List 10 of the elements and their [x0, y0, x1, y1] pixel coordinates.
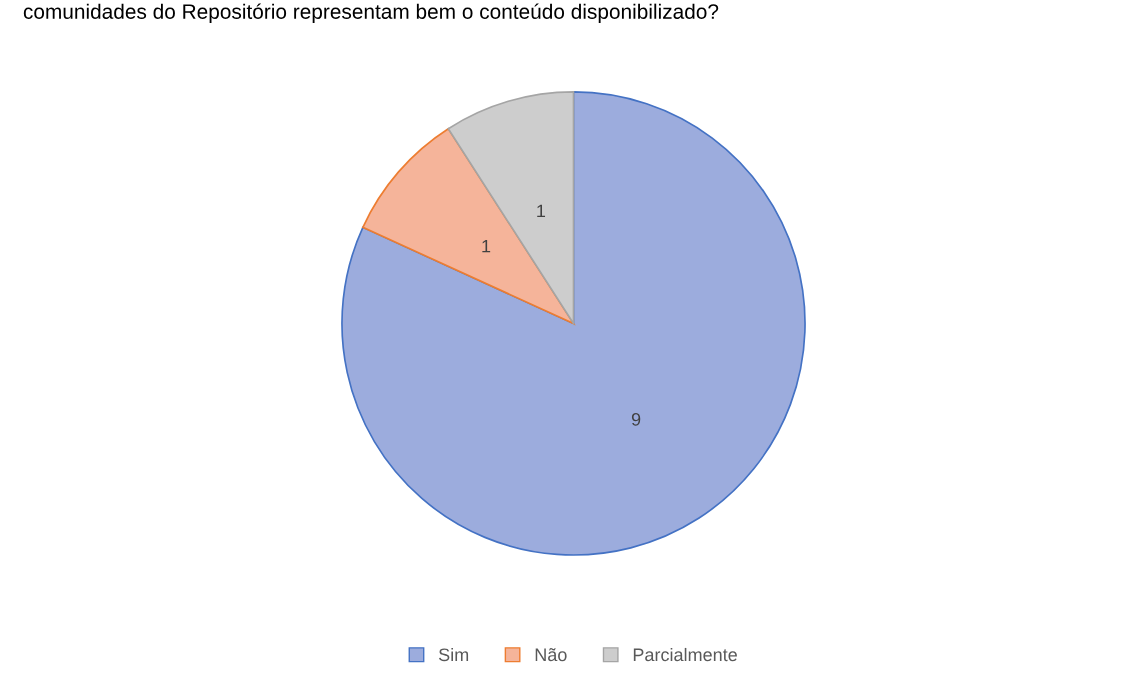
pie-slice — [447, 91, 575, 325]
data-label: 1 — [537, 204, 546, 218]
data-label: 9 — [631, 412, 641, 426]
chart-title: comunidades do Repositório representam bem o conteúdo disponibilizado? — [23, 3, 719, 24]
legend-label: Sim — [438, 647, 469, 662]
pie-slice — [362, 127, 575, 325]
pie-slice — [341, 91, 806, 556]
legend-label: Parcialmente — [633, 647, 737, 662]
legend-label: Não — [535, 648, 567, 662]
data-label: 1 — [482, 239, 491, 253]
